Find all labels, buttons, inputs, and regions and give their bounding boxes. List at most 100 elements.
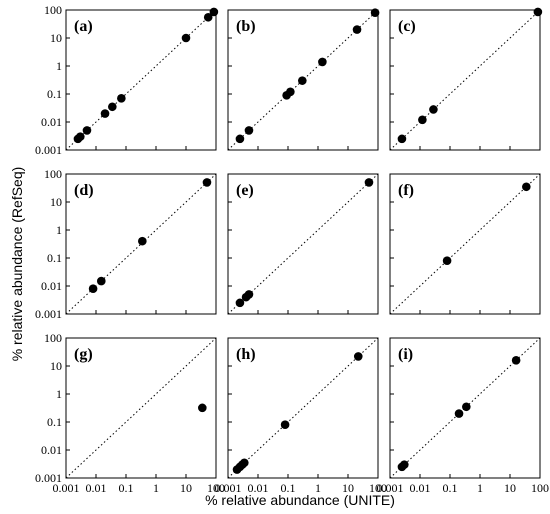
data-point	[244, 290, 254, 299]
panel-c: (c)	[389, 7, 543, 151]
data-point	[352, 25, 362, 34]
panel-g: 0.001 0.01 0.1 1 10 100 0.001 0.01 0.1 1 10 100 (g)	[35, 331, 225, 495]
y-tick-label: 10	[50, 359, 62, 373]
x-tick-label: 0.01	[86, 481, 107, 495]
panel-frame	[389, 9, 541, 151]
data-point	[108, 102, 117, 112]
data-point	[418, 115, 427, 125]
x-tick-label: 0.01	[410, 481, 431, 495]
data-point	[181, 33, 191, 43]
x-tick-label: 0.1	[443, 481, 458, 495]
x-tick-label: 0.1	[119, 481, 134, 495]
x-tick-label: 1	[477, 481, 483, 495]
y-tick-label: 0.1	[47, 251, 62, 265]
data-point	[400, 460, 409, 469]
data-point	[202, 178, 212, 187]
x-tick-label: 1	[153, 481, 159, 495]
y-tick-label: 100	[44, 3, 62, 17]
data-point	[511, 355, 521, 365]
y-tick-label: 0.01	[41, 443, 62, 457]
x-tick-label: 100	[531, 481, 549, 495]
x-tick-label: 10	[180, 481, 192, 495]
panel-f: (f)	[389, 173, 541, 315]
panel-label: (c)	[398, 18, 416, 35]
y-tick-label: 100	[44, 167, 62, 181]
panel-label: (f)	[398, 182, 414, 199]
x-tick-label: 100	[369, 481, 387, 495]
x-tick-label: 1	[315, 481, 321, 495]
panel-frame	[227, 9, 379, 151]
x-tick-label: 0.001	[215, 481, 242, 495]
data-point	[454, 409, 464, 418]
x-tick-label: 0.01	[248, 481, 269, 495]
panel-label: (b)	[236, 18, 256, 35]
y-axis-title: % relative abundance (RefSeq)	[9, 167, 25, 362]
y-tick-label: 100	[44, 331, 62, 345]
data-point	[533, 7, 543, 17]
data-point	[429, 105, 438, 114]
panel-frame	[389, 173, 541, 315]
y-tick-label: 0.001	[35, 471, 62, 485]
data-point	[96, 276, 106, 286]
data-point	[280, 420, 290, 430]
y-tick-label: 0.1	[47, 87, 62, 101]
panel-label: (e)	[236, 182, 254, 199]
y-tick-label: 0.001	[35, 143, 62, 157]
y-tick-label: 0.001	[35, 307, 62, 321]
data-point	[203, 12, 213, 22]
data-point	[244, 126, 254, 135]
data-point	[235, 298, 245, 308]
panel-label: (g)	[74, 346, 93, 363]
data-point	[364, 178, 374, 187]
x-tick-label: 10	[342, 481, 354, 495]
data-point	[370, 8, 380, 18]
x-axis-title: % relative abundance (UNITE)	[205, 492, 395, 508]
y-tick-label: 1	[56, 59, 62, 73]
data-point	[209, 7, 219, 17]
y-tick-label: 10	[50, 31, 62, 45]
data-point	[117, 94, 126, 103]
data-point	[462, 402, 471, 412]
y-tick-label: 10	[50, 195, 62, 209]
panels: 0.001 0.01 0.1 1 10 100 (a) (b) (c) 0.001 0.01 0.1 1…	[35, 3, 549, 495]
panel-frame	[65, 337, 217, 479]
panel-b: (b)	[227, 8, 380, 151]
panel-e: (e)	[227, 173, 379, 315]
x-tick-label: 10	[504, 481, 516, 495]
data-point	[318, 57, 327, 67]
panel-frame	[227, 173, 379, 315]
data-point	[88, 284, 98, 294]
y-tick-label: 0.1	[47, 415, 62, 429]
data-point	[298, 76, 307, 85]
panel-a: 0.001 0.01 0.1 1 10 100 (a)	[35, 3, 219, 157]
x-tick-label: 0.001	[53, 481, 80, 495]
panel-label: (h)	[236, 346, 256, 363]
x-tick-label: 100	[207, 481, 225, 495]
y-tick-label: 0.01	[41, 115, 62, 129]
panel-label: (i)	[398, 346, 413, 363]
data-point	[198, 403, 207, 413]
panel-frame	[389, 337, 541, 479]
data-point	[397, 134, 407, 144]
x-tick-label: 0.1	[281, 481, 296, 495]
x-tick-label: 0.001	[377, 481, 404, 495]
panel-frame	[65, 9, 217, 151]
data-point	[76, 132, 85, 141]
panel-label: (d)	[74, 182, 94, 199]
y-tick-label: 0.01	[41, 279, 62, 293]
data-point	[286, 87, 295, 97]
y-tick-label: 1	[56, 223, 62, 237]
data-point	[82, 126, 92, 135]
y-tick-label: 1	[56, 387, 62, 401]
data-point	[235, 134, 245, 144]
panel-h: 0.001 0.01 0.1 1 10 100 (h)	[215, 337, 387, 495]
data-point	[442, 256, 452, 266]
data-point	[522, 182, 531, 192]
panel-label: (a)	[74, 18, 93, 35]
data-point	[353, 352, 363, 361]
panel-i: 0.001 0.01 0.1 1 10 100 (i)	[377, 337, 549, 495]
panel-frame	[227, 337, 379, 479]
panel-frame	[65, 173, 217, 315]
panel-d: 0.001 0.01 0.1 1 10 100 (d)	[35, 167, 217, 321]
